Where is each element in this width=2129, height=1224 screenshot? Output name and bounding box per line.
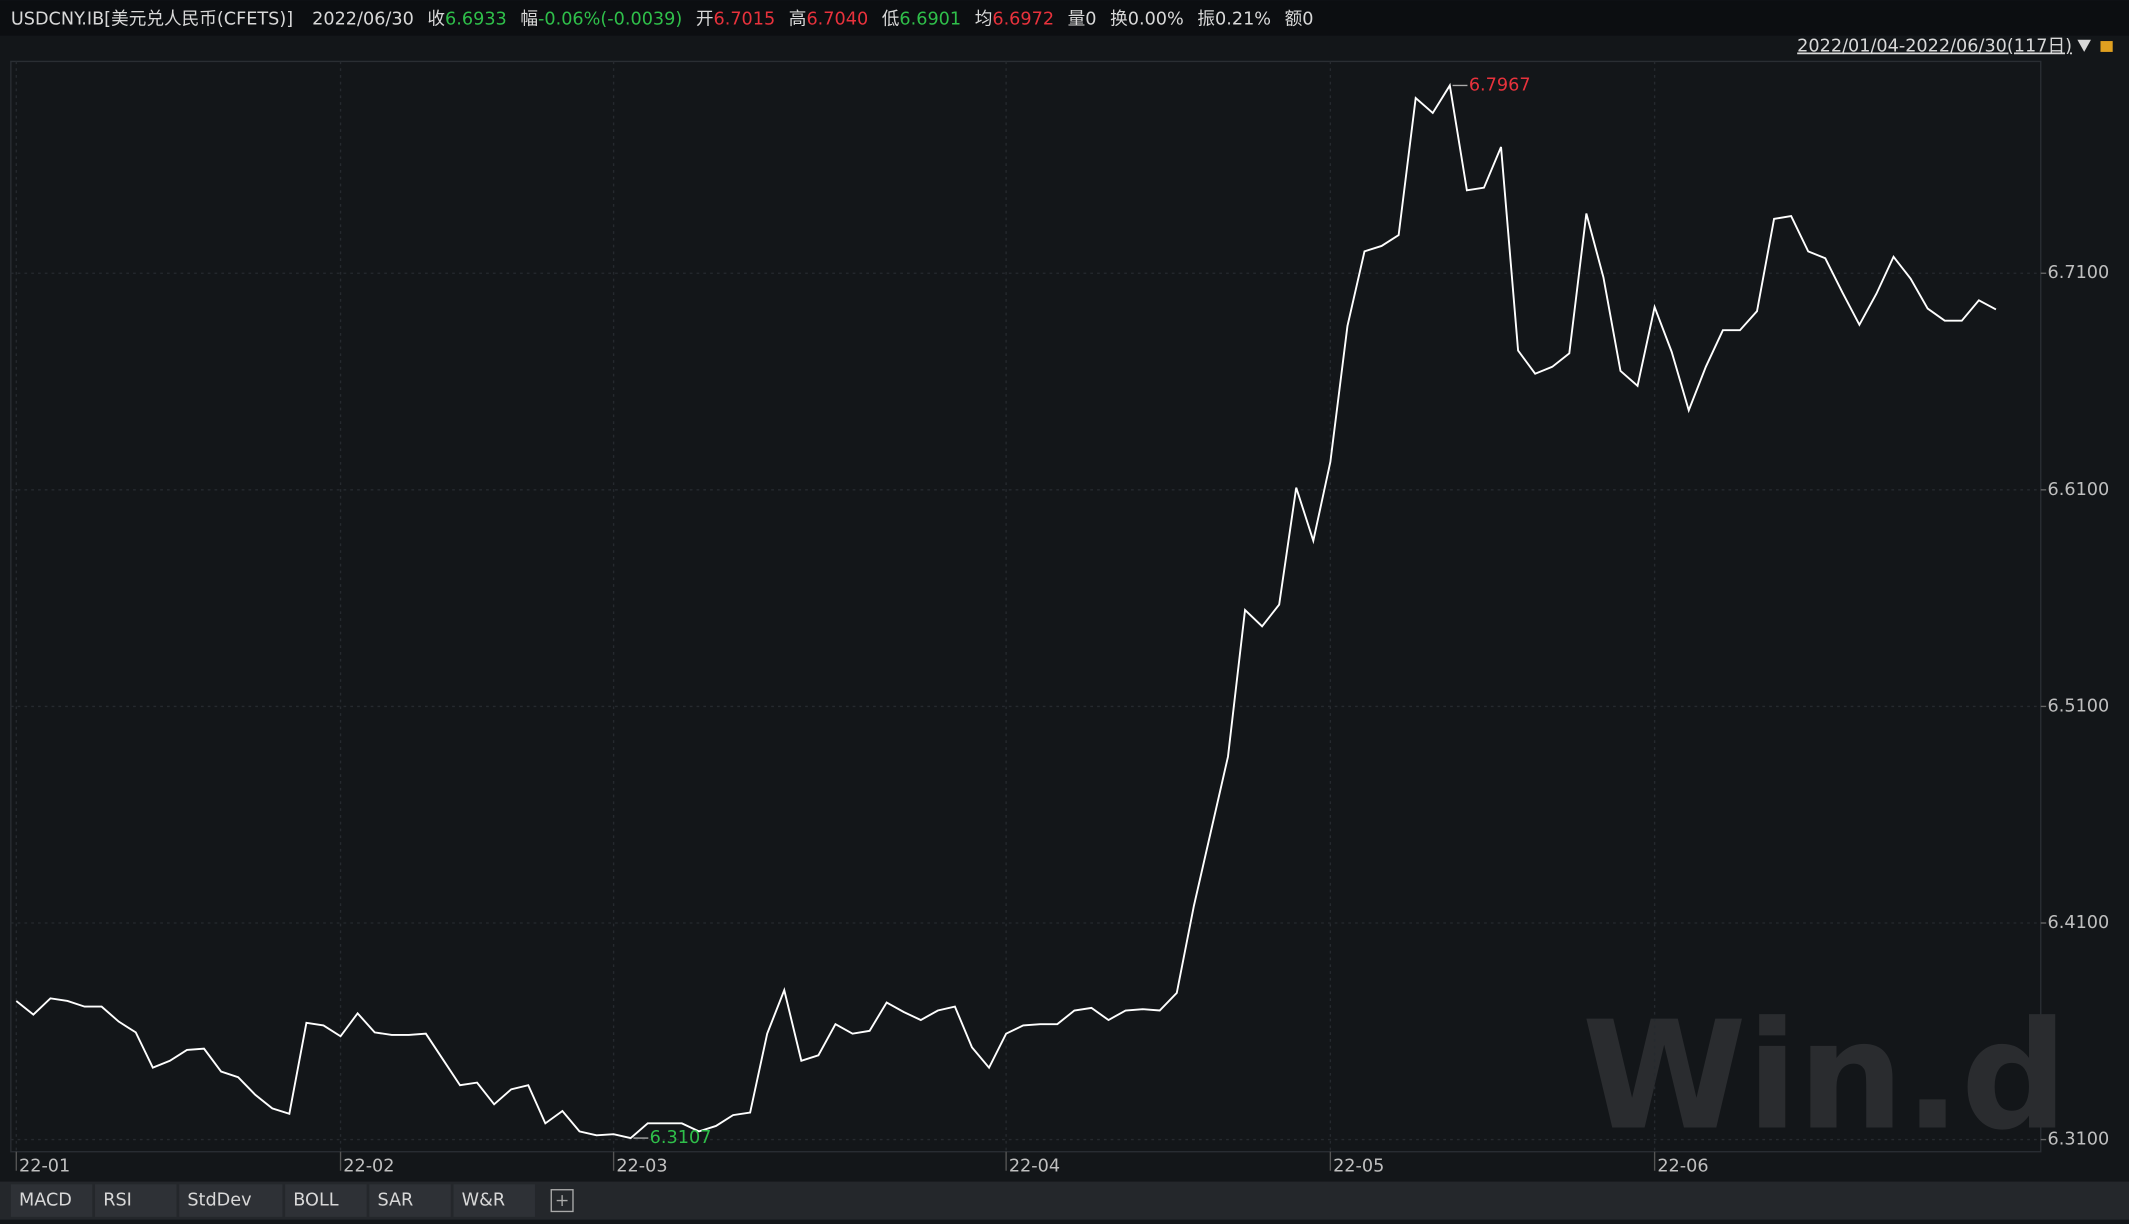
min-annotation: 6.3107 — [650, 1128, 712, 1148]
field-value: 0 — [1302, 9, 1313, 29]
plot-frame — [10, 60, 2042, 1153]
y-tick-label: 6.5100 — [2048, 696, 2110, 716]
field-label: 额 — [1285, 8, 1303, 29]
y-tick-label: 6.7100 — [2048, 263, 2110, 283]
tab-label[interactable]: SAR — [377, 1191, 413, 1211]
field-value: -0.06%(-0.0039) — [538, 9, 682, 29]
tab[interactable] — [95, 1184, 177, 1217]
field-label: 换 — [1110, 8, 1128, 29]
tab-label[interactable]: StdDev — [187, 1191, 251, 1211]
symbol: USDCNY.IB[美元兑人民币(CFETS)] — [11, 8, 293, 29]
date: 2022/06/30 — [312, 9, 414, 29]
field-label: 均 — [975, 8, 993, 29]
field-label: 收 — [427, 8, 445, 29]
y-tick-label: 6.4100 — [2048, 913, 2110, 933]
y-tick-label: 6.3100 — [2048, 1130, 2110, 1150]
x-tick-label: 22-06 — [1657, 1157, 1708, 1177]
y-tick-label: 6.6100 — [2048, 480, 2110, 500]
field-label: 低 — [882, 8, 900, 29]
tab-label[interactable]: BOLL — [293, 1191, 339, 1211]
add-tab-button[interactable] — [550, 1189, 574, 1213]
field-value: 0.00% — [1128, 9, 1184, 29]
field-value: 6.7015 — [713, 9, 775, 29]
price-line — [15, 82, 1997, 1140]
field-label: 量 — [1068, 8, 1086, 29]
x-tick-label: 22-01 — [19, 1157, 70, 1177]
header-bar — [0, 0, 2129, 36]
field-value: 6.6972 — [992, 9, 1054, 29]
field-value: 0.21% — [1215, 9, 1271, 29]
dropdown-arrow[interactable] — [2077, 39, 2091, 52]
field-value: 0 — [1085, 9, 1096, 29]
tab[interactable] — [179, 1184, 283, 1217]
tab-label[interactable]: RSI — [103, 1191, 132, 1211]
field-value: 6.6933 — [445, 9, 507, 29]
tab-label[interactable]: W&R — [462, 1191, 505, 1211]
max-annotation: 6.7967 — [1469, 75, 1531, 95]
x-tick-label: 22-04 — [1009, 1157, 1060, 1177]
x-tick-label: 22-02 — [343, 1157, 394, 1177]
tab[interactable] — [453, 1184, 535, 1217]
tab[interactable] — [10, 1184, 93, 1217]
range-selector[interactable]: 2022/01/04-2022/06/30(117日) — [1797, 36, 2072, 56]
watermark: Win.d — [1582, 990, 2068, 1164]
x-tick-label: 22-03 — [616, 1157, 667, 1177]
field-value: 6.7040 — [806, 9, 868, 29]
tab[interactable] — [285, 1184, 367, 1217]
tab-label[interactable]: MACD — [19, 1191, 72, 1211]
field-label: 高 — [789, 8, 807, 29]
field-label: 振 — [1197, 8, 1215, 29]
field-value: 6.6901 — [899, 9, 961, 29]
field-label: 开 — [696, 9, 714, 29]
add-tab-plus[interactable] — [556, 1195, 568, 1207]
tab[interactable] — [369, 1184, 451, 1217]
lock-icon[interactable] — [2100, 41, 2113, 52]
header-line: USDCNY.IB[美元兑人民币(CFETS)] 2022/06/30 收6.693… — [11, 8, 1314, 29]
field-label: 幅 — [520, 8, 538, 29]
x-tick-label: 22-05 — [1333, 1157, 1384, 1177]
